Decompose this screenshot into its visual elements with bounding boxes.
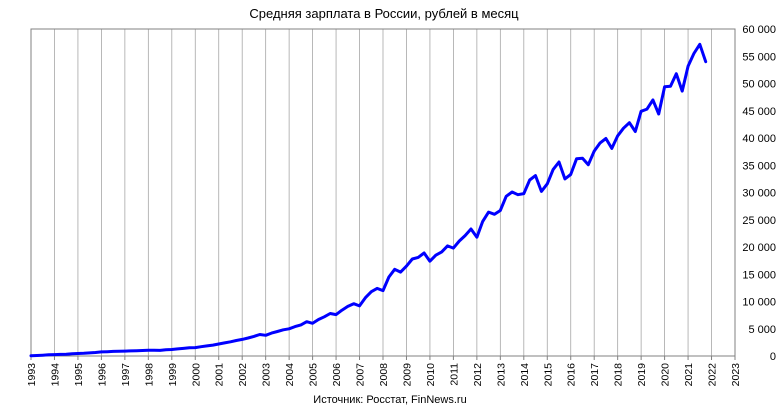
y-tick-label: 45 000 [742, 106, 776, 118]
x-tick-label: 2017 [589, 363, 601, 387]
x-tick-label: 2020 [660, 363, 672, 387]
y-tick-label: 35 000 [742, 160, 776, 172]
x-tick-label: 2019 [636, 363, 648, 387]
y-tick-label: 25 000 [742, 215, 776, 227]
x-tick-label: 2023 [730, 363, 742, 387]
x-tick-label: 2013 [495, 363, 507, 387]
chart-title: Средняя зарплата в России, рублей в меся… [249, 6, 519, 21]
y-tick-label: 55 000 [742, 51, 776, 63]
x-tick-label: 1997 [120, 363, 132, 387]
y-tick-label: 5 000 [748, 324, 776, 336]
x-tick-label: 2006 [331, 363, 343, 387]
x-tick-label: 2022 [707, 363, 719, 387]
x-tick-label: 2003 [261, 363, 273, 387]
x-tick-label: 2005 [308, 363, 320, 387]
x-tick-label: 1999 [167, 363, 179, 387]
y-tick-label: 50 000 [742, 79, 776, 91]
y-tick-label: 15 000 [742, 269, 776, 281]
x-tick-label: 2007 [355, 363, 367, 387]
y-tick-label: 20 000 [742, 242, 776, 254]
y-tick-label: 0 [770, 351, 776, 363]
salary-series-line [29, 42, 708, 358]
y-tick-label: 60 000 [742, 24, 776, 36]
x-tick-label: 2001 [214, 363, 226, 387]
y-axis-tick-labels: 0 5 000 10 000 15 000 20 000 25 000 30 000 35 0… [742, 24, 776, 363]
x-tick-label: 2011 [448, 363, 460, 386]
x-tick-label: 1993 [26, 363, 38, 387]
x-tick-label: 1994 [49, 363, 61, 387]
x-tick-label: 2009 [401, 363, 413, 387]
x-tick-label: 2010 [425, 363, 437, 387]
x-tick-label: 2008 [378, 363, 390, 387]
x-tick-label: 2012 [472, 363, 484, 387]
y-tick-label: 10 000 [742, 297, 776, 309]
grid-lines [54, 29, 712, 356]
x-tick-label: 1996 [96, 363, 108, 387]
x-tick-label: 1995 [73, 363, 85, 387]
x-tick-label: 2021 [683, 363, 695, 387]
source-note: Источник: Росстат, FinNews.ru [313, 394, 466, 406]
x-tick-label: 2015 [542, 363, 554, 387]
x-tick-label: 2016 [566, 363, 578, 387]
x-axis-tick-labels: 1993 1994 1995 1996 1997 1998 1999 2000 2001 2002… [26, 356, 742, 386]
x-tick-label: 2018 [613, 363, 625, 387]
y-tick-label: 40 000 [742, 133, 776, 145]
series-layer [29, 42, 708, 358]
y-tick-label: 30 000 [742, 188, 776, 200]
x-tick-label: 2002 [237, 363, 249, 387]
x-tick-label: 1998 [143, 363, 155, 387]
x-tick-label: 2000 [190, 363, 202, 387]
x-tick-label: 2004 [284, 363, 296, 387]
x-tick-label: 2014 [519, 363, 531, 387]
